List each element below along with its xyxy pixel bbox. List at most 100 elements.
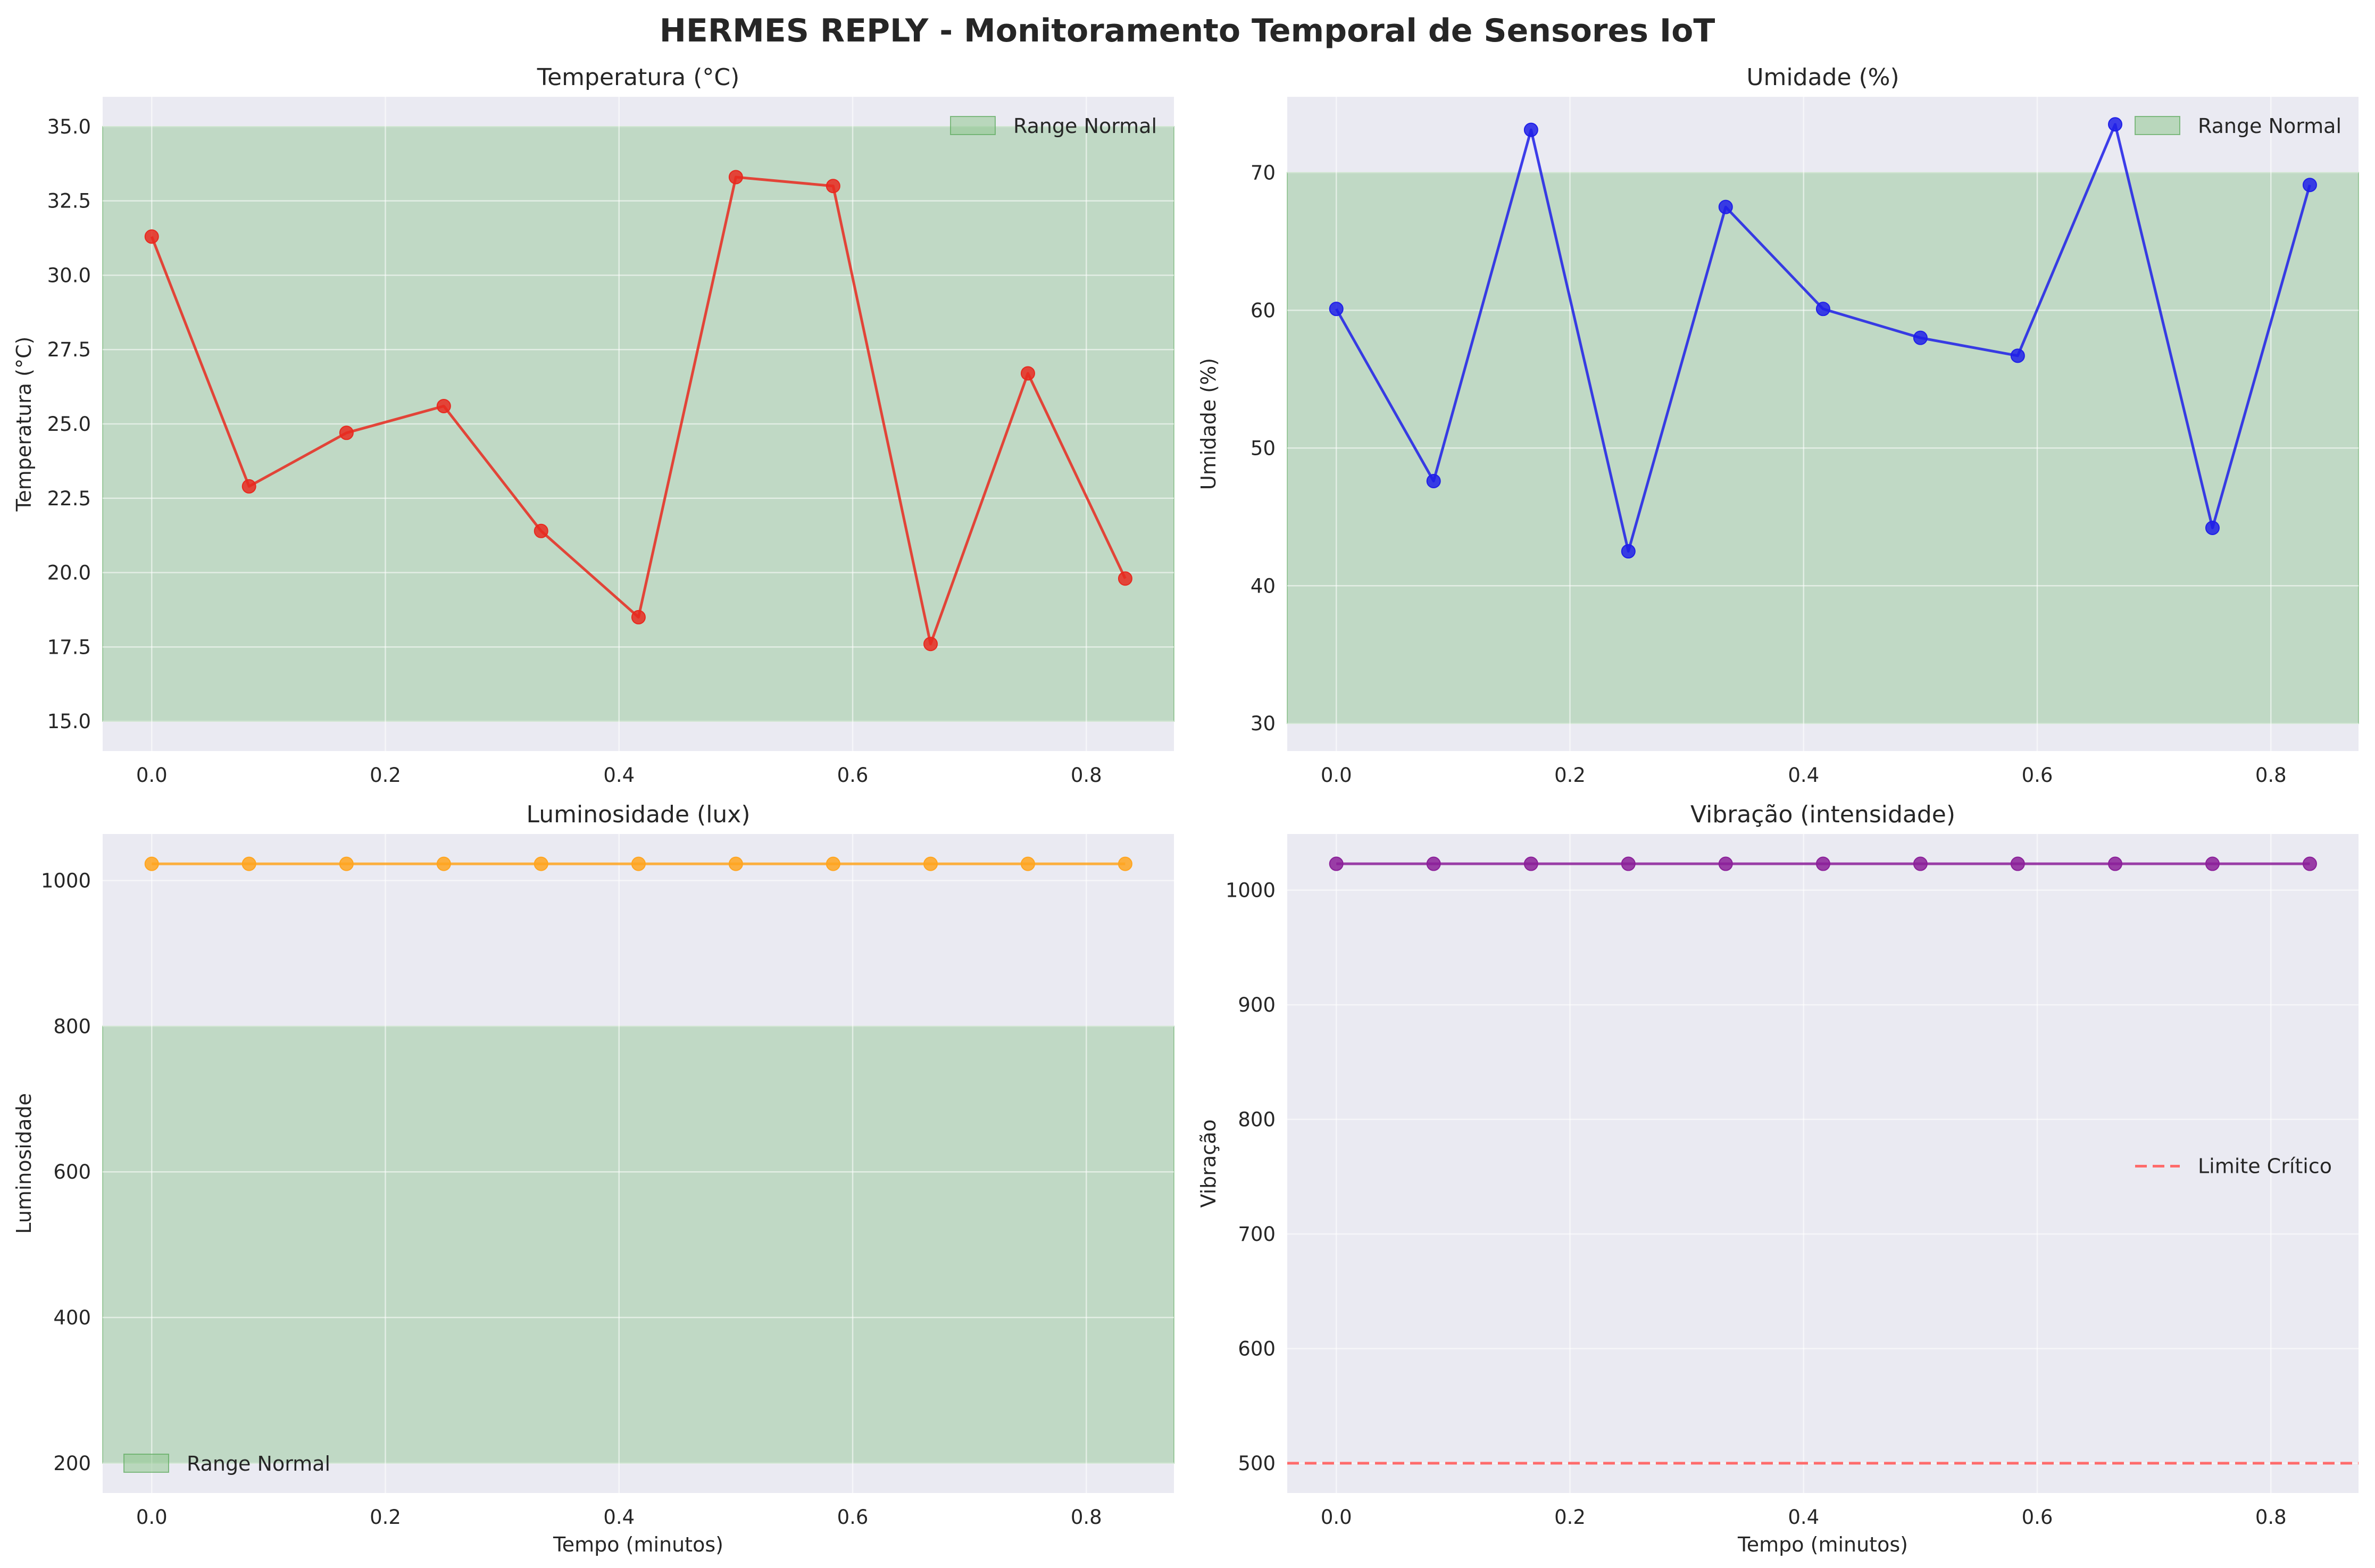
data-point <box>2010 348 2025 363</box>
y-tick-label: 800 <box>53 1015 91 1038</box>
data-point <box>1913 330 1928 345</box>
data-point <box>826 856 840 871</box>
y-tick-label: 700 <box>1238 1223 1276 1246</box>
y-tick-label: 800 <box>1238 1108 1276 1131</box>
y-tick-label: 500 <box>1238 1452 1276 1475</box>
x-tick-label: 0.6 <box>2022 764 2053 787</box>
figure-title: HERMES REPLY - Monitoramento Temporal de… <box>660 12 1715 49</box>
y-axis-label: Luminosidade <box>12 1093 36 1234</box>
y-tick-label: 30 <box>1251 712 1276 735</box>
y-tick-label: 50 <box>1251 437 1276 460</box>
x-tick-label: 0.4 <box>1788 1506 1819 1529</box>
data-point <box>2108 117 2123 132</box>
data-point <box>1020 366 1035 381</box>
y-tick-label: 70 <box>1251 161 1276 184</box>
y-tick-label: 17.5 <box>47 636 91 658</box>
data-point <box>923 856 938 871</box>
data-point <box>2302 178 2317 193</box>
data-point <box>436 856 451 871</box>
y-tick-label: 22.5 <box>47 487 91 510</box>
chart-panel-4: 0.0 0.2 0.4 0.6 0.8 500 600 700 800 900 1000 Vibraç… <box>1197 801 2359 1556</box>
data-point <box>2010 856 2025 871</box>
data-point <box>2108 856 2123 871</box>
y-axis-label: Vibração <box>1197 1119 1220 1207</box>
y-tick-label: 40 <box>1251 574 1276 597</box>
data-point <box>1718 199 1733 214</box>
data-point <box>1523 856 1538 871</box>
y-tick-label: 32.5 <box>47 190 91 213</box>
data-point <box>1718 856 1733 871</box>
axes-background <box>1287 97 2359 751</box>
data-point <box>1815 302 1830 316</box>
data-point <box>631 856 646 871</box>
data-point <box>1329 302 1344 316</box>
y-tick-label: 200 <box>53 1452 91 1475</box>
y-tick-label: 600 <box>53 1161 91 1183</box>
data-point <box>1329 856 1344 871</box>
data-point <box>923 637 938 652</box>
x-tick-label: 0.8 <box>1071 1506 1102 1529</box>
data-point <box>631 610 646 624</box>
y-axis-label: Umidade (%) <box>1197 358 1220 490</box>
y-tick-label: 400 <box>53 1306 91 1329</box>
y-tick-label: 35.0 <box>47 115 91 138</box>
data-point <box>1020 856 1035 871</box>
y-tick-label: 27.5 <box>47 338 91 361</box>
x-tick-label: 0.8 <box>2255 764 2287 787</box>
x-tick-label: 0.6 <box>837 764 869 787</box>
data-point <box>826 179 840 194</box>
normal-range-band <box>102 1025 1174 1464</box>
x-tick-label: 0.8 <box>2255 1506 2287 1529</box>
x-tick-label: 0.2 <box>1554 764 1586 787</box>
x-tick-label: 0.8 <box>1071 764 1102 787</box>
chart-title: Umidade (%) <box>1746 64 1899 91</box>
x-axis-label: Tempo (minutos) <box>1737 1533 1908 1556</box>
y-tick-label: 600 <box>1238 1337 1276 1360</box>
data-point <box>1913 856 1928 871</box>
y-tick-label: 20.0 <box>47 562 91 585</box>
chart-title: Luminosidade (lux) <box>526 801 750 828</box>
x-tick-label: 0.4 <box>603 764 635 787</box>
data-point <box>241 856 256 871</box>
y-tick-label: 1000 <box>41 870 91 893</box>
legend-swatch <box>2135 116 2180 135</box>
axes-background <box>103 834 1174 1493</box>
data-point <box>728 856 743 871</box>
data-point <box>1621 544 1636 559</box>
legend-label: Range Normal <box>187 1452 330 1475</box>
legend-swatch <box>950 116 996 135</box>
data-point <box>2205 856 2220 871</box>
x-axis-label: Tempo (minutos) <box>553 1533 723 1556</box>
data-point <box>339 856 354 871</box>
chart-title: Temperatura (°C) <box>537 64 740 91</box>
x-tick-label: 0.2 <box>370 1506 401 1529</box>
data-point <box>1426 473 1441 488</box>
legend-label: Range Normal <box>1013 114 1157 138</box>
chart-panel-2: 0.0 0.2 0.4 0.6 0.8 30 40 50 60 70 Umidade (%) Umid… <box>1197 64 2359 787</box>
x-tick-label: 0.0 <box>136 1506 168 1529</box>
x-tick-label: 0.0 <box>1321 1506 1352 1529</box>
legend: Limite Crítico <box>2135 1155 2332 1178</box>
x-tick-label: 0.4 <box>1788 764 1819 787</box>
y-tick-label: 60 <box>1251 299 1276 322</box>
x-tick-label: 0.0 <box>136 764 168 787</box>
data-point <box>144 229 159 244</box>
data-point <box>534 856 548 871</box>
chart-title: Vibração (intensidade) <box>1690 801 1955 828</box>
x-tick-label: 0.4 <box>603 1506 635 1529</box>
y-axis-label: Temperatura (°C) <box>12 337 36 512</box>
axes-background <box>1287 834 2359 1493</box>
y-tick-label: 900 <box>1238 994 1276 1016</box>
data-point <box>1621 856 1636 871</box>
x-tick-label: 0.6 <box>837 1506 869 1529</box>
data-point <box>2205 521 2220 536</box>
x-tick-label: 0.2 <box>370 764 401 787</box>
data-point <box>144 856 159 871</box>
chart-panel-3: 0.0 0.2 0.4 0.6 0.8 200 400 600 800 1000 Luminosid… <box>12 801 1174 1556</box>
data-point <box>1118 856 1132 871</box>
chart-panel-1: 0.0 0.2 0.4 0.6 0.8 15.0 17.5 20.0 22.5 25.0 27.5 3… <box>12 64 1174 787</box>
data-point <box>728 170 743 185</box>
legend: Range Normal <box>950 114 1157 138</box>
y-tick-label: 15.0 <box>47 710 91 733</box>
